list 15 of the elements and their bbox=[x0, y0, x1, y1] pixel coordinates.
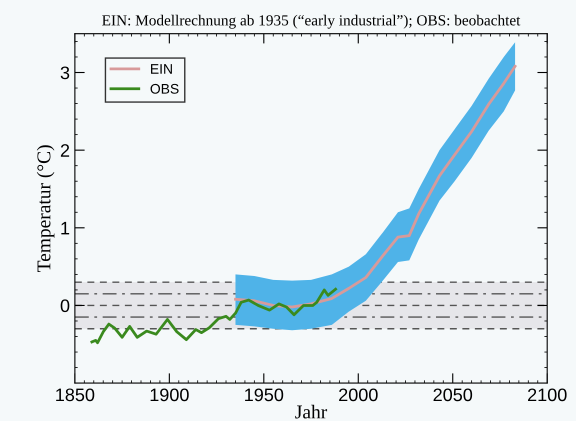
y-tick-label: 0 bbox=[60, 299, 70, 312]
chart-title: EIN: Modellrechnung ab 1935 (“early industrial”); OBS: beobachtet bbox=[102, 14, 520, 29]
x-tick-label: 1850 bbox=[56, 388, 94, 402]
x-axis-title: Jahr bbox=[295, 404, 328, 418]
y-tick-label: 2 bbox=[60, 144, 70, 157]
x-tick-label: 1900 bbox=[150, 388, 189, 402]
x-tick-label: 2050 bbox=[434, 388, 472, 402]
y-tick-label: 1 bbox=[61, 222, 70, 234]
legend-label: EIN bbox=[151, 64, 172, 74]
legend-label: OBS bbox=[150, 84, 179, 94]
x-tick-label: 2000 bbox=[339, 388, 378, 402]
x-tick-label: 1950 bbox=[245, 388, 284, 402]
y-tick-label: 3 bbox=[60, 66, 70, 80]
y-axis-title: Temperatur (°C) bbox=[36, 145, 54, 272]
x-tick-label: 2100 bbox=[528, 388, 567, 402]
